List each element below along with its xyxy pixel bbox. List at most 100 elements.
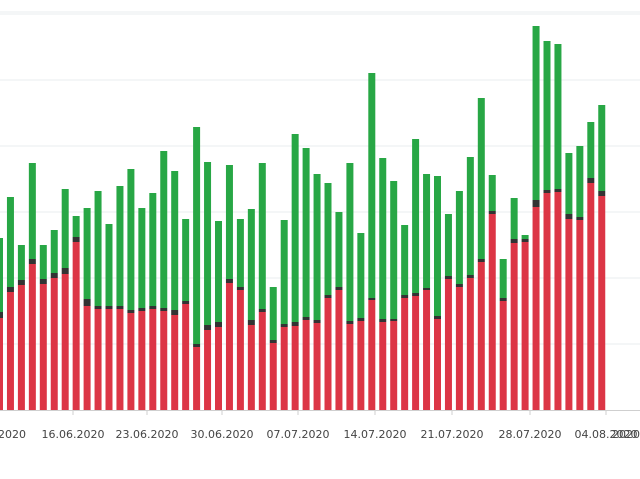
x-tick-label: 23.06.2020	[116, 428, 179, 441]
bar-series-3-38	[412, 139, 420, 293]
bar-series-1-5	[50, 278, 58, 410]
bar-series-1-1	[6, 292, 14, 410]
bar-series-1-10	[105, 309, 113, 410]
bar-series-3-9	[94, 191, 102, 306]
bar-series-3-16	[171, 171, 179, 310]
bar-series-2-16	[171, 310, 179, 315]
x-axis-ticks: 16.06.2020 23.06.2020 30.06.2020 07.07.2020…	[42, 410, 637, 441]
bar-series-2-19	[204, 325, 212, 330]
bar-series-3-28	[302, 148, 310, 317]
bar-series-1-0	[0, 318, 3, 410]
bar-series-2-38	[412, 293, 420, 296]
bar-series-2-9	[94, 306, 102, 309]
bar-series-3-17	[182, 219, 190, 301]
x-tick-label-cut-right: 2020	[612, 428, 640, 441]
bar-series-3-34	[368, 73, 376, 298]
bar-series-2-22	[236, 287, 244, 290]
bar-series-3-31	[335, 212, 343, 287]
bar-series-2-37	[401, 295, 409, 298]
bar-series-3-22	[236, 219, 244, 287]
bar-series-2-29	[313, 320, 321, 323]
bar-series-3-29	[313, 174, 321, 320]
bar-series-3-20	[215, 221, 222, 322]
bar-series-1-47	[510, 243, 518, 410]
bar-series-2-31	[335, 287, 343, 290]
bar-series-1-31	[335, 290, 343, 410]
bar-series-1-20	[215, 327, 222, 410]
bar-series-3-5	[50, 230, 58, 273]
bar-series-1-38	[412, 296, 420, 410]
bar-series-3-49	[532, 26, 540, 200]
bar-series-1-30	[324, 298, 332, 410]
bar-series-1-23	[247, 325, 255, 410]
bar-series-2-2	[17, 280, 25, 285]
bar-series-2-39	[423, 288, 431, 290]
bar-series-1-41	[444, 279, 452, 410]
bar-series-3-36	[390, 181, 398, 319]
bar-series-2-44	[477, 259, 485, 262]
bar-series-1-52	[565, 219, 573, 410]
bar-series-3-24	[258, 163, 266, 309]
bar-series-1-18	[193, 347, 201, 410]
bar-series-2-45	[488, 211, 496, 214]
bar-series-2-30	[324, 295, 332, 298]
bar-series-2-0	[0, 312, 3, 318]
bar-series-3-3	[28, 163, 36, 259]
bar-series-3-15	[160, 151, 168, 308]
bar-series-2-47	[510, 239, 518, 243]
bar-series-2-51	[554, 189, 562, 192]
bar-series-2-32	[346, 321, 354, 324]
bar-series-1-54	[587, 183, 595, 410]
bar-series-2-15	[160, 308, 168, 311]
bar-series-3-10	[105, 224, 113, 306]
bar-series-2-6	[61, 268, 69, 274]
bar-series-2-20	[215, 322, 222, 327]
bar-series-3-25	[269, 287, 277, 340]
bar-series-1-53	[576, 220, 584, 410]
bar-series-1-51	[554, 192, 562, 410]
bar-series-1-17	[182, 304, 190, 410]
bar-series-1-34	[368, 300, 376, 410]
bar-series-1-13	[138, 311, 146, 410]
bar-series-3-50	[543, 41, 551, 190]
bar-series-2-49	[532, 200, 540, 207]
bar-series-3-6	[61, 189, 69, 268]
bar-series-3-53	[576, 146, 584, 217]
bar-series-1-37	[401, 298, 409, 410]
bar-series-1-28	[302, 320, 310, 410]
bar-series-2-26	[280, 324, 288, 327]
bar-series-2-3	[28, 259, 36, 264]
bar-series-1-36	[390, 321, 398, 410]
x-tick-label: 07.07.2020	[267, 428, 330, 441]
bar-series-3-32	[346, 163, 354, 321]
bar-series-3-26	[280, 220, 288, 324]
bar-series-1-2	[17, 285, 25, 410]
bar-series-2-28	[302, 317, 310, 320]
bar-series-1-32	[346, 324, 354, 410]
bar-series-1-50	[543, 193, 551, 410]
bar-series-2-36	[390, 319, 398, 321]
bar-series-2-1	[6, 287, 14, 292]
x-tick-label: 28.07.2020	[499, 428, 562, 441]
bar-series-1-42	[455, 287, 463, 410]
bar-series-2-4	[39, 279, 47, 284]
bar-series-2-8	[83, 299, 91, 306]
bar-series-3-30	[324, 183, 332, 295]
bar-series-1-22	[236, 290, 244, 410]
bar-series-3-37	[401, 225, 409, 295]
bar-series-1-14	[149, 309, 157, 410]
bar-series-1-46	[499, 301, 507, 410]
bar-series-2-14	[149, 306, 157, 309]
bar-series-3-42	[455, 191, 463, 284]
bar-series-1-29	[313, 323, 321, 410]
bar-series-2-17	[182, 301, 190, 304]
bar-series-3-14	[149, 193, 157, 306]
bar-series-2-43	[466, 275, 474, 278]
bar-series-1-49	[532, 207, 540, 410]
bar-series-3-13	[138, 208, 146, 308]
bar-series-2-41	[444, 276, 452, 279]
bar-series-1-44	[477, 262, 485, 410]
bar-series-1-25	[269, 343, 277, 410]
bar-series-1-3	[28, 264, 36, 410]
